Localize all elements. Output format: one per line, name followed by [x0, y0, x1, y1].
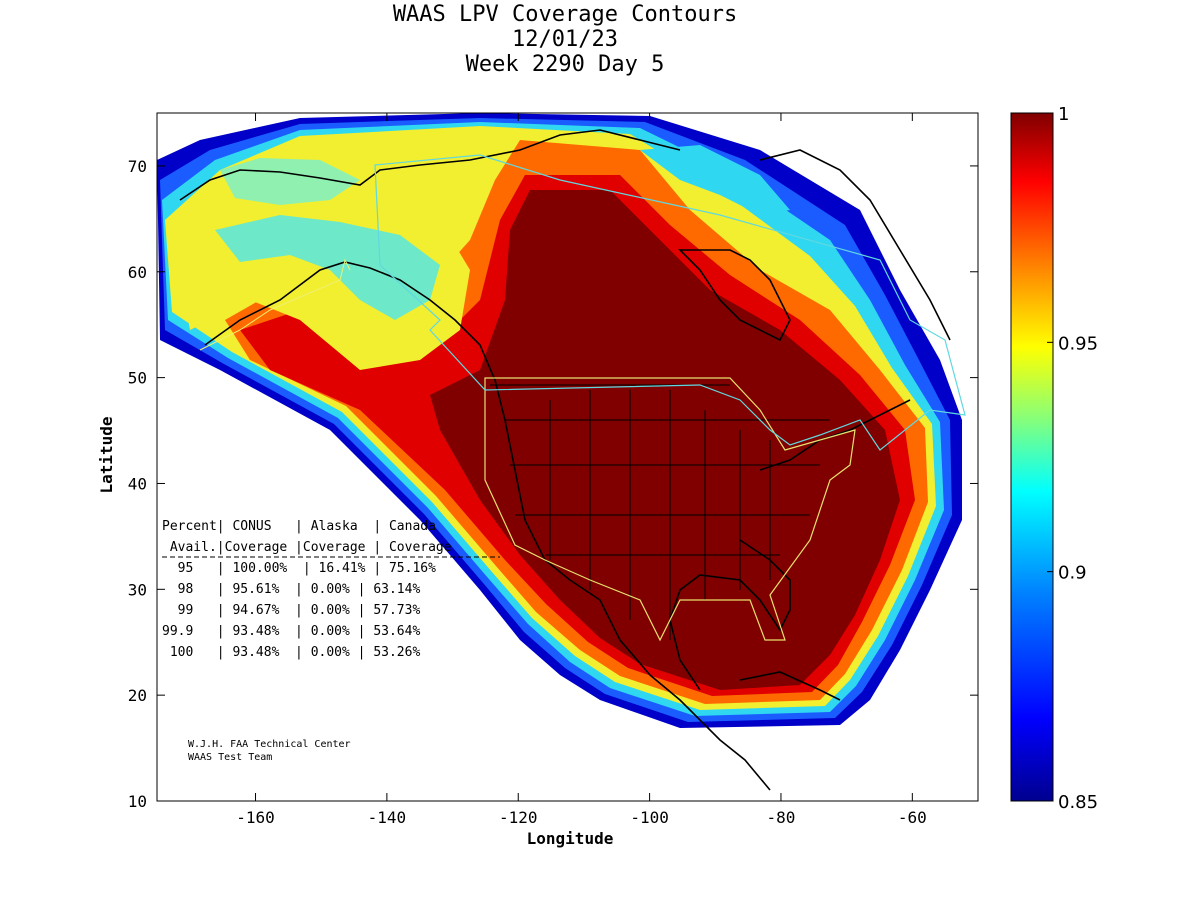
x-tick-label: -140 — [368, 808, 407, 827]
colorbar-tick-label: 0.85 — [1058, 792, 1098, 813]
colorbar — [1010, 112, 1054, 802]
y-tick-label: 20 — [128, 686, 147, 705]
stats-row: 99.9 | 93.48% | 0.00% | 53.64% — [162, 624, 420, 639]
stats-row: 98 | 95.61% | 0.00% | 63.14% — [162, 582, 420, 597]
stats-row: 95 | 100.00% | 16.41% | 75.16% — [162, 561, 436, 576]
colorbar-ticks: 1 0.95 0.9 0.85 — [1047, 104, 1098, 813]
y-tick-label: 70 — [128, 157, 147, 176]
y-tick-label: 60 — [128, 263, 147, 282]
coastlines — [179, 129, 951, 791]
x-tick-label: -120 — [499, 808, 538, 827]
colorbar-tick-label: 0.9 — [1058, 563, 1087, 584]
colorbar-tick-label: 0.95 — [1058, 333, 1098, 354]
x-axis: -160 -140 -120 -100 -80 -60 — [236, 113, 927, 827]
coverage-patch-arctic-cyan — [640, 145, 790, 215]
credit-line-1: W.J.H. FAA Technical Center — [188, 739, 351, 750]
colorbar-tick-label: 1 — [1058, 104, 1069, 125]
stats-row: 100 | 93.48% | 0.00% | 53.26% — [162, 645, 420, 660]
coverage-band-100 — [430, 190, 900, 690]
service-boundary-alaska-west — [199, 258, 351, 351]
coverage-stats-table: Percent| CONUS | Alaska | Canada Avail.|… — [162, 519, 500, 660]
x-tick-label: -60 — [898, 808, 927, 827]
y-axis: 10 20 30 40 50 60 70 — [128, 157, 978, 811]
map-title-line-2: 12/01/23 — [512, 27, 618, 52]
stats-header-2: Avail.|Coverage |Coverage | Coverage — [162, 540, 452, 555]
stats-row: 99 | 94.67% | 0.00% | 57.73% — [162, 603, 420, 618]
plot-frame — [156, 112, 979, 802]
y-tick-label: 40 — [128, 474, 147, 493]
y-tick-label: 10 — [128, 792, 147, 811]
x-axis-label: Longitude — [527, 829, 614, 848]
coverage-patch-alaska-cyan-2 — [220, 158, 360, 205]
y-axis-label: Latitude — [97, 416, 116, 493]
x-tick-label: -160 — [236, 808, 275, 827]
service-boundary-canada-alaska — [374, 154, 966, 451]
y-tick-label: 30 — [128, 580, 147, 599]
stats-header-1: Percent| CONUS | Alaska | Canada — [162, 519, 436, 534]
x-tick-label: -100 — [630, 808, 669, 827]
x-tick-label: -80 — [767, 808, 796, 827]
service-boundary-conus — [484, 377, 856, 642]
coverage-contour-layer — [157, 113, 978, 801]
map-title-line-3: Week 2290 Day 5 — [465, 52, 665, 77]
map-title-line-1: WAAS LPV Coverage Contours — [392, 2, 738, 27]
y-tick-label: 50 — [128, 369, 147, 388]
credit-line-2: WAAS Test Team — [188, 752, 272, 763]
